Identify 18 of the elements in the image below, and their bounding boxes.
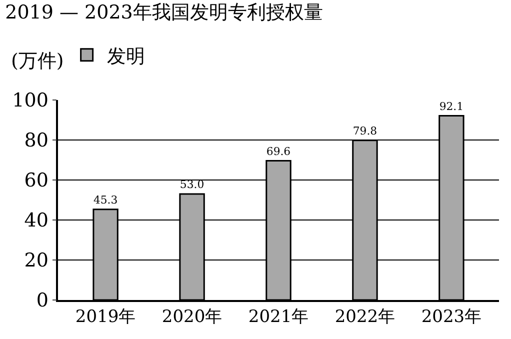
x-tick-label: 2019年 <box>75 307 136 328</box>
y-tick-label: 60 <box>24 170 48 192</box>
legend-label: 发明 <box>106 45 145 68</box>
x-tick-label: 2022年 <box>334 307 396 328</box>
y-tick-label: 100 <box>12 90 48 112</box>
y-tick-label: 0 <box>36 290 48 312</box>
x-tick-label: 2023年 <box>421 307 482 328</box>
y-tick-label: 80 <box>24 130 48 152</box>
chart-title: 2019 — 2023年我国发明专利授权量 <box>5 1 323 24</box>
data-label: 79.8 <box>352 124 378 138</box>
y-axis-title: (万件) <box>11 50 64 72</box>
data-label: 92.1 <box>439 100 464 113</box>
y-tick-label: 40 <box>24 210 48 232</box>
x-tick-label: 2020年 <box>162 307 222 328</box>
data-label: 69.6 <box>266 144 291 158</box>
data-label: 45.3 <box>93 194 118 207</box>
x-tick-label: 2021年 <box>248 307 309 328</box>
y-tick-label: 20 <box>24 250 48 272</box>
